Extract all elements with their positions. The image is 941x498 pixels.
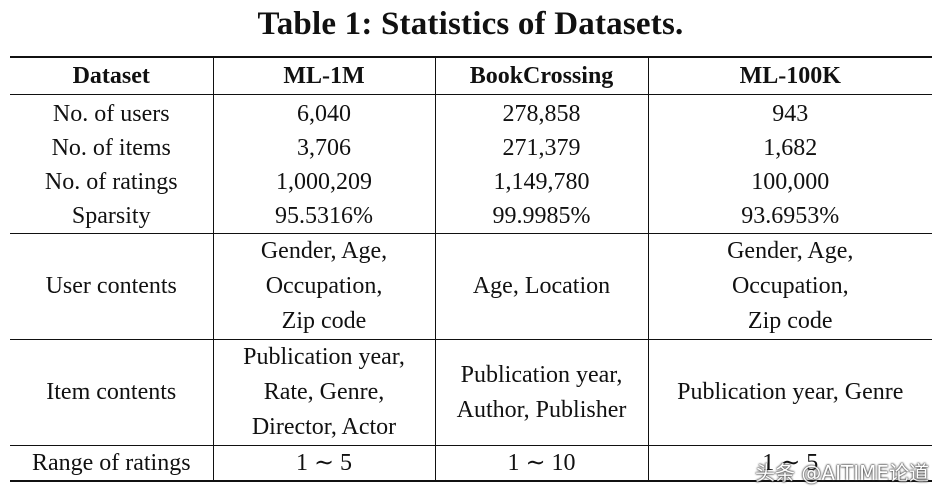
cell-bookcrossing: Age, Location	[434, 233, 648, 340]
row-label: No. of items	[51, 135, 171, 161]
cell-ml-100k: 93.6953%	[647, 199, 932, 234]
cell-ml-1m: Publication year, Rate, Genre, Director,…	[212, 339, 435, 446]
row-label: No. of ratings	[44, 169, 178, 195]
header-ml-100k: ML-100K	[647, 57, 932, 95]
row-label: Item contents	[46, 379, 177, 405]
header-ml-1m: ML-1M	[212, 57, 435, 95]
header-dataset: Dataset	[72, 62, 150, 89]
row-label: Sparsity	[71, 203, 151, 229]
row-label: No. of users	[52, 101, 170, 127]
table-row-range: Range of ratings 1 ∼ 5 1 ∼ 10 1 ∼ 5	[10, 445, 932, 481]
dataset-statistics-table: Dataset ML-1M BookCrossing ML-100K No. o…	[10, 56, 932, 482]
cell-line: Author, Publisher	[456, 396, 627, 423]
table-row: No. of users 6,040 278,858 943	[10, 94, 932, 131]
table-row: Sparsity 95.5316% 99.9985% 93.6953%	[10, 199, 932, 234]
cell-line: Zip code	[281, 308, 367, 334]
table-row: No. of ratings 1,000,209 1,149,780 100,0…	[10, 165, 932, 199]
cell-ml-100k: 1 ∼ 5	[647, 445, 932, 481]
cell-ml-1m: Gender, Age, Occupation, Zip code	[212, 233, 435, 340]
cell-line: Publication year,	[243, 344, 405, 370]
cell-ml-1m: 1 ∼ 5	[212, 445, 435, 481]
table-caption: Table 1: Statistics of Datasets.	[257, 6, 684, 42]
cell-ml-100k: 1,682	[647, 131, 932, 165]
header-bookcrossing: BookCrossing	[434, 57, 648, 95]
watermark: 头条 @AITIME论道	[755, 461, 929, 485]
cell-line: Publication year,	[460, 361, 623, 388]
table-header-row: Dataset ML-1M BookCrossing ML-100K	[10, 57, 932, 95]
cell-line: Gender, Age,	[727, 238, 854, 264]
table-row-user-contents: User contents Gender, Age, Occupation, Z…	[10, 233, 932, 340]
cell-line: Gender, Age,	[260, 238, 388, 264]
cell-line: Publication year, Genre	[677, 379, 904, 405]
cell-line: Occupation,	[265, 273, 383, 299]
cell-line: Occupation,	[731, 273, 849, 299]
cell-ml-1m: 1,000,209	[212, 165, 435, 199]
cell-bookcrossing: 99.9985%	[434, 199, 648, 234]
cell-line: Director, Actor	[251, 414, 397, 440]
cell-ml-1m: 3,706	[212, 131, 435, 165]
cell-bookcrossing: 278,858	[434, 94, 648, 131]
row-label: Range of ratings	[31, 450, 191, 476]
table-row-item-contents: Item contents Publication year, Rate, Ge…	[10, 339, 932, 446]
table-row: No. of items 3,706 271,379 1,682	[10, 131, 932, 165]
cell-line: Rate, Genre,	[263, 379, 385, 405]
cell-ml-100k: Publication year, Genre	[647, 339, 932, 446]
cell-ml-100k: Gender, Age, Occupation, Zip code	[647, 233, 932, 340]
cell-ml-100k: 943	[647, 94, 932, 131]
cell-ml-1m: 95.5316%	[212, 199, 435, 234]
cell-line: Age, Location	[472, 273, 611, 299]
cell-ml-1m: 6,040	[212, 94, 435, 131]
row-label: User contents	[45, 273, 177, 299]
cell-bookcrossing: 271,379	[434, 131, 648, 165]
cell-bookcrossing: 1 ∼ 10	[434, 445, 648, 481]
cell-ml-100k: 100,000	[647, 165, 932, 199]
cell-line: Zip code	[747, 308, 833, 334]
cell-bookcrossing: Publication year, Author, Publisher	[434, 339, 648, 446]
cell-bookcrossing: 1,149,780	[434, 165, 648, 199]
